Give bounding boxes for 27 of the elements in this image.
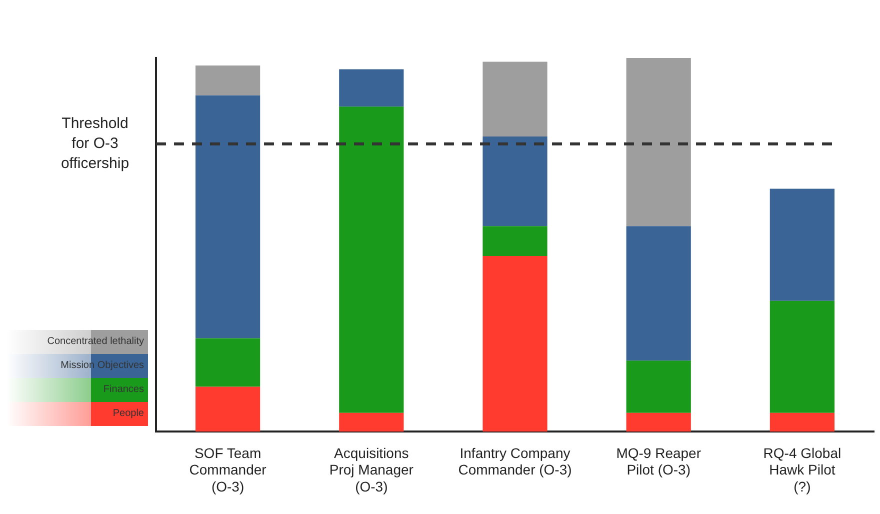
bar <box>195 338 260 387</box>
bar <box>339 412 404 432</box>
bar <box>482 136 548 226</box>
bar <box>195 386 260 432</box>
bar <box>626 226 691 361</box>
bar <box>770 188 835 301</box>
x-tick-label: RQ-4 Global Hawk Pilot (?) <box>763 444 842 494</box>
bar <box>195 65 260 96</box>
bar <box>482 226 548 256</box>
bar <box>626 412 691 432</box>
bar <box>339 106 404 413</box>
x-tick-label: Acquisitions Proj Manager (O-3) <box>329 444 414 494</box>
x-tick-label: SOF Team Commander (O-3) <box>189 444 267 494</box>
text: Concentrated lethality <box>6 330 148 354</box>
bar <box>195 95 260 338</box>
bar <box>482 256 548 432</box>
bar <box>770 300 835 413</box>
bar <box>482 62 548 136</box>
x-tick-label: Infantry Company Commander (O-3) <box>458 444 572 478</box>
ref-line-label: Threshold for O-3 officership <box>60 115 130 172</box>
text: Finances <box>6 378 148 402</box>
x-tick-label: MQ-9 Reaper Pilot (O-3) <box>616 444 702 478</box>
bar <box>339 69 404 107</box>
text: People <box>6 402 148 426</box>
bar <box>626 58 691 226</box>
bar <box>626 360 691 413</box>
bar <box>770 412 835 432</box>
